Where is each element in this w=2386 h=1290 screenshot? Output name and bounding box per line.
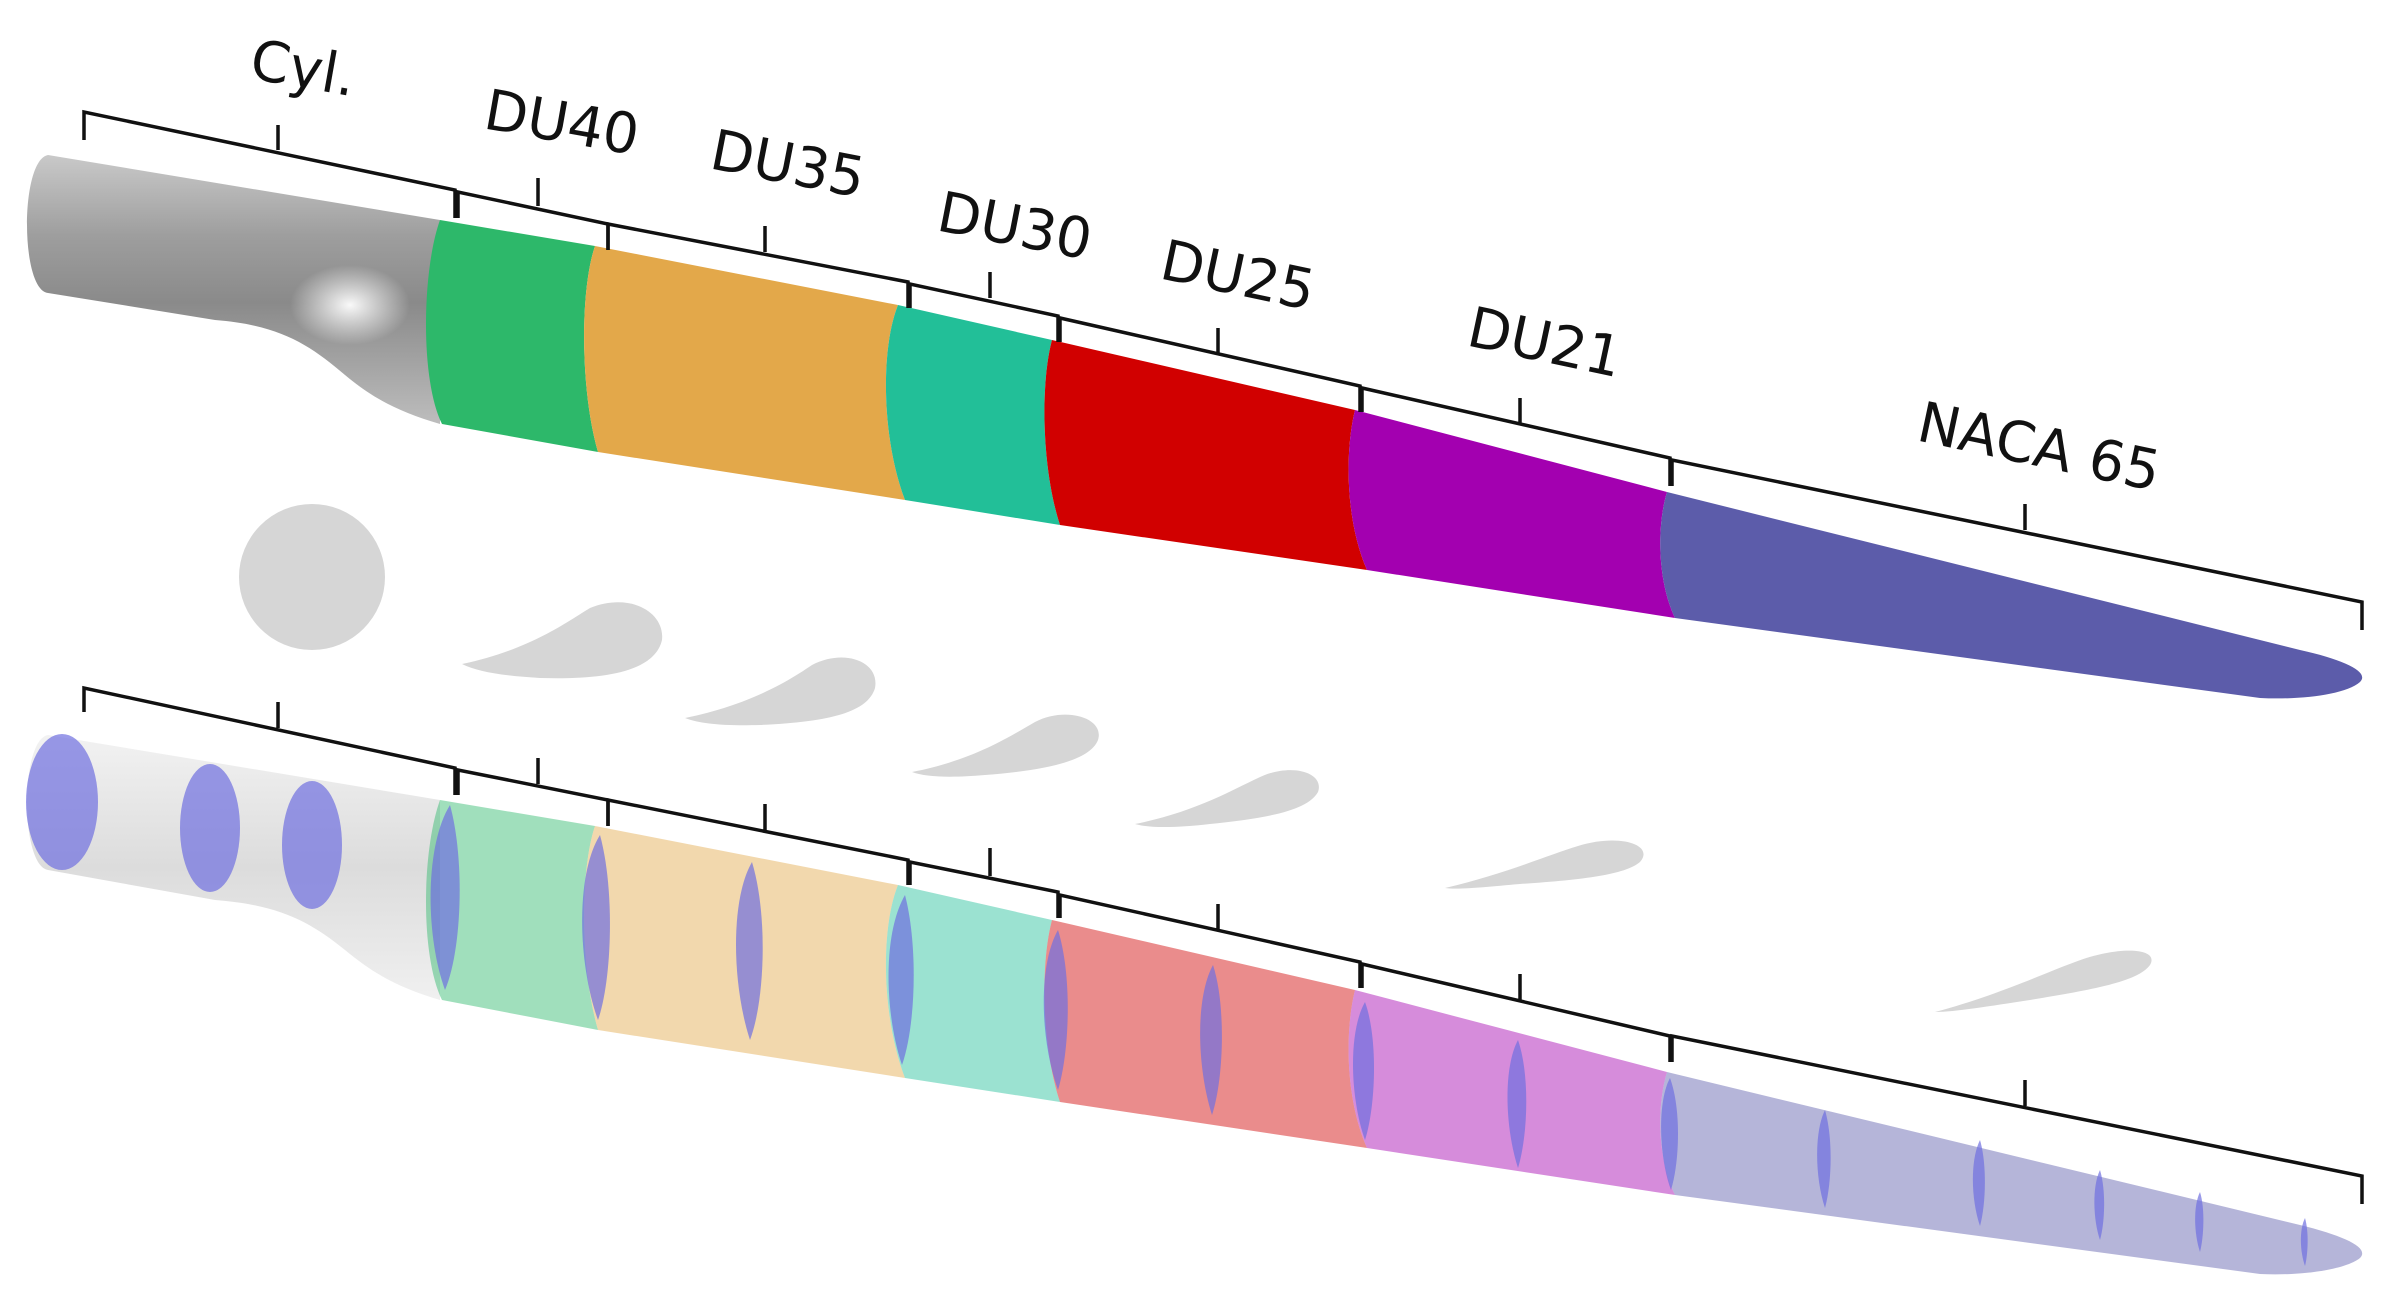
station-marker bbox=[1507, 1040, 1527, 1168]
lower-bracket-du21 bbox=[1360, 961, 1672, 1062]
bracket-du30 bbox=[908, 272, 1060, 342]
lower-segment-naca65 bbox=[1660, 1072, 2363, 1275]
upper-blade bbox=[27, 155, 2363, 699]
label-du35: DU35 bbox=[705, 118, 870, 211]
lower-bracket-naca65 bbox=[1670, 1033, 2364, 1204]
bracket-du21 bbox=[1360, 385, 1672, 486]
station-markers bbox=[26, 734, 2308, 1266]
cross-section-cylinder bbox=[239, 504, 385, 650]
lower-bracket-du25 bbox=[1058, 892, 1362, 988]
bracket-cyl bbox=[82, 109, 457, 218]
station-marker bbox=[736, 862, 763, 1040]
lower-blade bbox=[26, 734, 2363, 1275]
bracket-du25 bbox=[1058, 315, 1362, 412]
upper-segment-naca65 bbox=[1660, 492, 2363, 699]
cross-section-du35 bbox=[685, 657, 876, 726]
lower-segment-du30 bbox=[885, 885, 1060, 1102]
station-marker bbox=[2195, 1192, 2204, 1252]
upper-root-cylinder bbox=[27, 155, 440, 424]
cross-sections bbox=[239, 504, 2152, 1012]
lower-brackets bbox=[82, 685, 2364, 1204]
cross-section-du25 bbox=[1135, 770, 1319, 827]
label-du40: DU40 bbox=[480, 78, 644, 169]
label-du21: DU21 bbox=[1462, 295, 1627, 391]
station-marker bbox=[180, 764, 240, 892]
station-marker bbox=[1661, 1078, 1678, 1190]
station-marker bbox=[1972, 1140, 1985, 1226]
upper-root-highlight bbox=[290, 265, 410, 345]
lower-bracket-du35 bbox=[606, 797, 910, 885]
station-marker bbox=[1817, 1110, 1831, 1208]
label-du30: DU30 bbox=[932, 180, 1097, 273]
station-marker bbox=[1200, 965, 1222, 1115]
label-cyl: Cyl. bbox=[246, 28, 361, 110]
station-marker bbox=[1043, 930, 1068, 1090]
upper-segment-du30 bbox=[885, 305, 1060, 525]
station-marker bbox=[888, 895, 914, 1065]
bracket-naca65 bbox=[1670, 457, 2364, 630]
upper-segment-du40 bbox=[426, 220, 598, 452]
station-marker bbox=[430, 805, 460, 990]
label-naca65: NACA 65 bbox=[1912, 390, 2166, 505]
bracket-du35 bbox=[606, 221, 910, 308]
cross-section-naca65 bbox=[1935, 950, 2152, 1012]
label-du25: DU25 bbox=[1155, 228, 1320, 324]
station-marker bbox=[2300, 1218, 2308, 1266]
lower-bracket-du30 bbox=[908, 848, 1060, 918]
station-marker bbox=[582, 835, 610, 1020]
cross-section-du30 bbox=[912, 714, 1099, 777]
lower-segment-du40 bbox=[426, 800, 598, 1030]
upper-segment-du35 bbox=[584, 246, 905, 500]
station-marker bbox=[2094, 1170, 2105, 1240]
station-marker bbox=[282, 781, 342, 909]
cross-section-du21 bbox=[1445, 840, 1644, 889]
cross-section-du40 bbox=[462, 602, 663, 679]
station-marker bbox=[1352, 1002, 1375, 1140]
upper-segment-du25 bbox=[1044, 340, 1367, 570]
upper-segment-du21 bbox=[1348, 410, 1675, 618]
upper-brackets bbox=[82, 109, 2364, 630]
station-marker bbox=[26, 734, 98, 870]
lower-bracket-cyl bbox=[82, 685, 457, 795]
